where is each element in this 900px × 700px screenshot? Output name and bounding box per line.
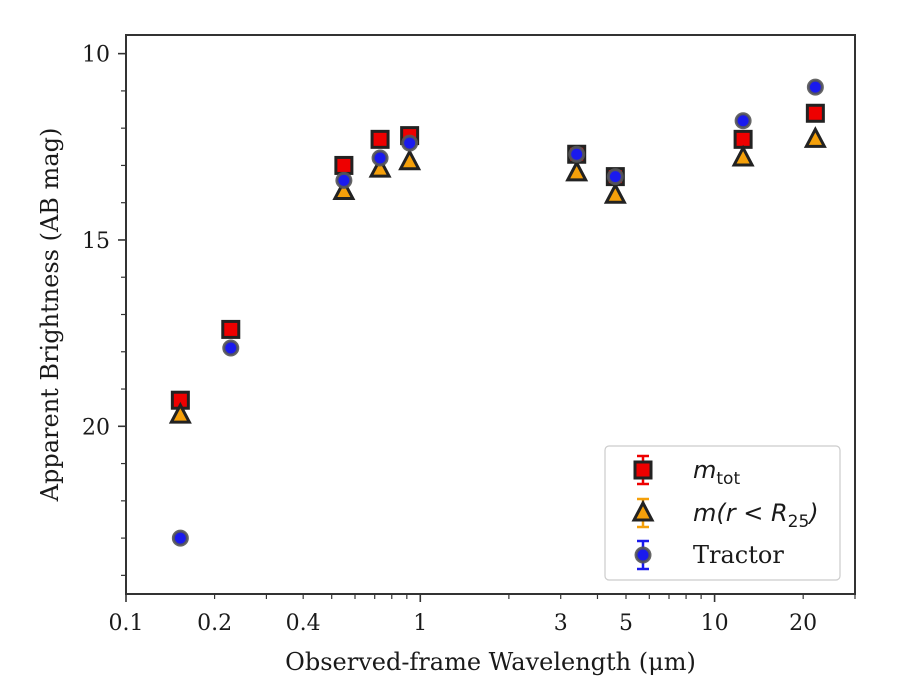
x-axis: 0.1 0.2 0.4 1 3 5 10 20 [109, 594, 856, 636]
legend-label: m(r < R25) [693, 499, 819, 532]
x-tick-label: 0.1 [109, 611, 144, 636]
data-point-triangle [603, 182, 627, 204]
series-square [170, 103, 825, 410]
data-point-triangle [398, 148, 422, 171]
legend-marker-circle [634, 546, 652, 564]
y-tick-label: 20 [82, 415, 110, 440]
x-tick-label: 5 [619, 611, 633, 636]
x-tick-label: 1 [413, 611, 427, 636]
y-tick-label: 10 [82, 43, 110, 68]
data-point-square [805, 103, 825, 123]
x-axis-title: Observed-frame Wavelength (μm) [285, 648, 696, 676]
data-point-square [370, 129, 390, 149]
data-point-circle [568, 145, 586, 163]
data-point-circle [371, 149, 389, 167]
data-point-triangle [565, 159, 589, 182]
y-tick-label: 15 [82, 229, 110, 254]
legend-label: mtot [693, 456, 740, 489]
y-axis: 10 15 20 [82, 43, 126, 576]
series-circle [171, 78, 824, 547]
data-point-triangle [332, 178, 356, 201]
data-point-circle [335, 171, 353, 189]
data-point-triangle [803, 126, 827, 148]
data-point-circle [606, 168, 624, 186]
data-point-triangle [368, 155, 392, 178]
data-point-circle [734, 112, 752, 130]
legend-entry: m(r < R25) [631, 497, 819, 532]
x-tick-label: 3 [554, 611, 568, 636]
legend-box [604, 445, 841, 581]
data-point-circle [806, 78, 824, 96]
legend-label: Tractor [693, 541, 784, 569]
legend: mtot m(r < R25) Tractor [604, 445, 841, 581]
x-tick-label: 0.4 [286, 611, 321, 636]
data-point-circle [401, 134, 419, 152]
data-point-circle [171, 529, 189, 547]
legend-entry: Tractor [634, 539, 784, 571]
x-tick-label: 10 [701, 611, 729, 636]
plot-area [168, 78, 827, 547]
series-triangle [168, 126, 827, 424]
x-tick-label: 0.2 [197, 611, 232, 636]
legend-entry: mtot [633, 454, 740, 489]
y-axis-title: Apparent Brightness (AB mag) [36, 128, 64, 503]
legend-marker-triangle [631, 499, 655, 522]
data-point-circle [222, 339, 240, 357]
data-point-triangle [168, 401, 192, 424]
data-point-triangle [731, 144, 755, 167]
data-point-square [221, 319, 241, 339]
x-tick-label: 20 [789, 611, 817, 636]
data-point-square [334, 155, 354, 175]
legend-marker-square [633, 460, 653, 480]
